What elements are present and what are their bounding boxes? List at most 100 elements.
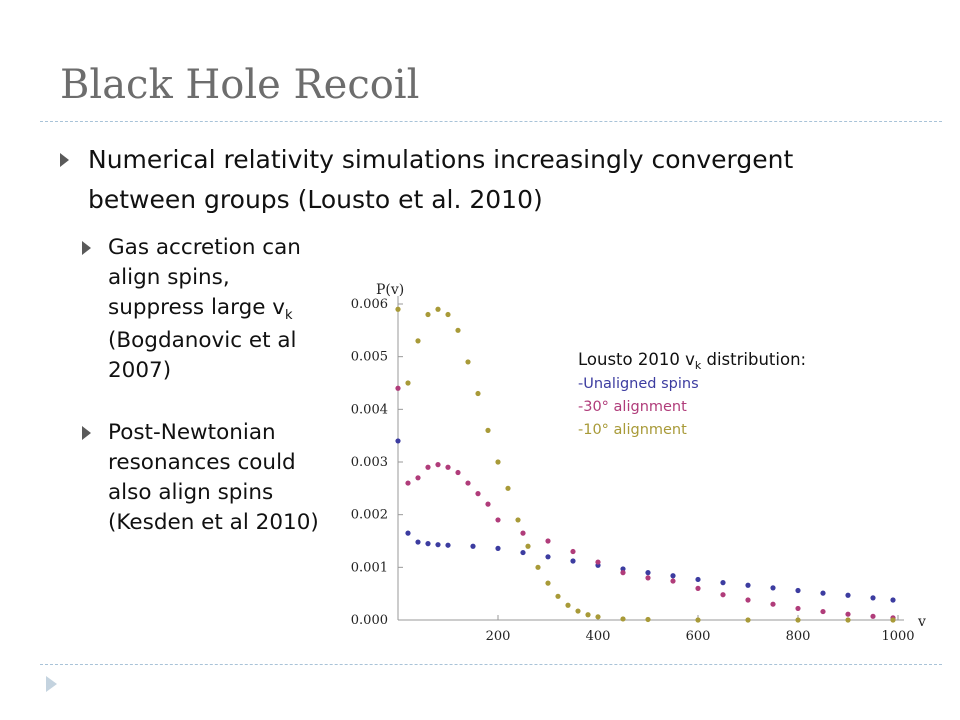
data-point-series-1: [770, 601, 776, 607]
legend-title-subscript: k: [694, 359, 702, 372]
data-point-series-1: [845, 611, 851, 617]
data-point-series-0: [870, 595, 876, 601]
data-point-series-2: [695, 617, 701, 623]
data-point-series-0: [745, 582, 751, 588]
data-point-series-2: [795, 617, 801, 623]
data-point-series-1: [475, 491, 481, 497]
x-tick-label: 800: [786, 629, 811, 644]
data-point-series-2: [455, 327, 461, 333]
data-point-series-0: [890, 597, 896, 603]
data-point-series-2: [435, 306, 441, 312]
legend-title: Lousto 2010 vk distribution:: [578, 350, 807, 372]
y-tick-label: 0.006: [351, 297, 388, 312]
bullet-arrow-icon: [82, 241, 91, 255]
data-point-series-1: [795, 605, 801, 612]
data-point-series-2: [415, 338, 421, 344]
bullet-numerical-relativity: Numerical relativity simulations increas…: [60, 140, 888, 220]
x-tick-label: 200: [486, 629, 511, 644]
data-point-series-0: [570, 558, 576, 564]
data-point-series-2: [445, 311, 451, 318]
data-point-series-0: [445, 542, 451, 548]
data-point-series-2: [845, 617, 851, 623]
data-point-series-1: [745, 597, 751, 603]
data-point-series-0: [620, 566, 626, 572]
bullet-text: Post-Newtonian resonances could also ali…: [108, 420, 319, 535]
bullet-text-pre: Gas accretion can align spins, suppress …: [108, 235, 301, 320]
data-point-series-2: [475, 390, 481, 397]
data-point-series-2: [545, 580, 551, 586]
data-point-series-2: [485, 427, 491, 433]
data-point-series-1: [545, 538, 551, 544]
data-point-series-1: [405, 480, 411, 486]
data-point-series-1: [695, 585, 701, 591]
data-point-series-2: [620, 616, 626, 622]
recoil-distribution-chart: 0.000 0.001 0.002 0.003 0.004 0.005 0.006 200 40…: [351, 282, 926, 644]
bullet-arrow-icon: [82, 426, 91, 440]
y-axis-label: P(v): [376, 282, 404, 298]
title-divider: [40, 121, 942, 122]
slide-title: Black Hole Recoil: [60, 62, 420, 108]
legend-item-unaligned: -Unaligned spins: [578, 376, 699, 392]
data-point-series-0: [795, 587, 801, 594]
data-point-series-2: [555, 593, 561, 599]
data-point-series-1: [415, 475, 421, 481]
data-point-series-0: [435, 542, 441, 548]
data-point-series-1: [520, 530, 526, 536]
data-point-series-2: [535, 564, 541, 570]
data-point-series-0: [720, 580, 726, 586]
data-point-series-2: [525, 543, 531, 549]
data-point-series-2: [745, 617, 751, 623]
x-axis-label: v: [917, 614, 926, 630]
data-point-series-0: [520, 549, 526, 556]
y-tick-label: 0.005: [351, 350, 388, 365]
y-tick-label: 0.003: [351, 455, 388, 470]
data-point-series-2: [505, 485, 511, 491]
bullet-post-newtonian: Post-Newtonian resonances could also ali…: [82, 418, 323, 538]
legend-title-post: distribution:: [701, 350, 807, 369]
data-point-series-2: [515, 517, 521, 523]
data-point-series-0: [495, 545, 501, 551]
data-point-series-0: [395, 438, 401, 444]
data-point-series-2: [565, 602, 571, 608]
data-point-series-0: [770, 585, 776, 591]
y-tick-label: 0.002: [351, 508, 388, 523]
x-tick-label: 1000: [881, 629, 914, 644]
data-point-series-1: [445, 464, 451, 470]
data-point-series-2: [465, 359, 471, 365]
data-point-series-0: [425, 541, 431, 547]
data-point-series-0: [470, 543, 476, 549]
bullet-gas-accretion: Gas accretion can align spins, suppress …: [82, 233, 323, 386]
data-point-series-0: [845, 592, 851, 598]
data-point-series-1: [495, 517, 501, 523]
x-tick-label: 400: [586, 629, 611, 644]
data-point-series-0: [545, 554, 551, 560]
data-point-series-2: [575, 608, 581, 614]
data-point-series-1: [670, 578, 676, 584]
y-tick-label: 0.001: [351, 560, 388, 575]
data-point-series-2: [405, 380, 411, 386]
legend-title-pre: Lousto 2010 v: [578, 350, 695, 369]
data-point-series-0: [695, 576, 701, 583]
data-point-series-1: [820, 608, 826, 615]
bullet-text-post: (Bogdanovic et al 2007): [108, 328, 297, 383]
data-point-series-0: [670, 573, 676, 579]
data-point-series-0: [820, 590, 826, 596]
data-point-series-2: [890, 617, 896, 623]
data-point-series-0: [415, 539, 421, 545]
data-point-series-0: [645, 570, 651, 576]
y-tick-label: 0.000: [351, 613, 388, 628]
data-point-series-1: [455, 469, 461, 476]
next-slide-arrow-icon[interactable]: [46, 676, 57, 692]
data-point-series-1: [395, 385, 401, 391]
data-point-series-2: [495, 459, 501, 465]
legend-item-30-alignment: -30° alignment: [578, 399, 687, 415]
y-tick-label: 0.004: [351, 402, 388, 417]
bullet-text-subscript: k: [285, 308, 293, 323]
bullet-arrow-icon: [60, 153, 69, 167]
data-point-series-2: [645, 616, 651, 623]
data-point-series-1: [465, 480, 471, 486]
data-point-series-2: [585, 612, 591, 618]
data-point-series-2: [425, 311, 431, 318]
data-point-series-2: [395, 306, 401, 312]
data-point-series-1: [645, 575, 651, 581]
